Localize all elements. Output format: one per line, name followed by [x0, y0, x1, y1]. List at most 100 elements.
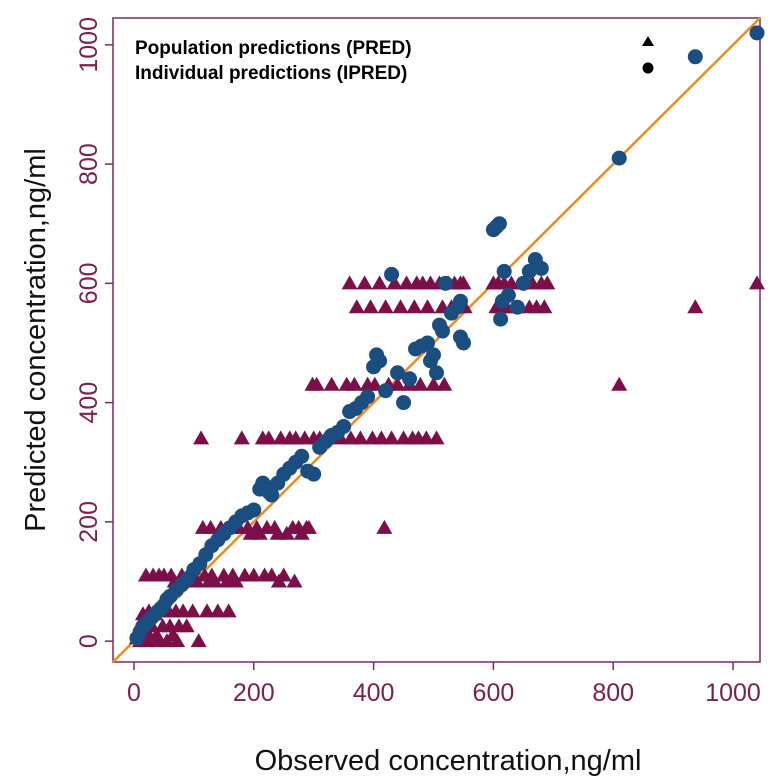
x-axis: 0 200 400 600 800 1000 [127, 662, 761, 707]
plot-area [112, 17, 761, 663]
x-tick-label: 1000 [705, 679, 761, 707]
ipred-point [384, 266, 400, 282]
pred-point [406, 299, 423, 314]
pred-point [275, 567, 292, 582]
pred-point [362, 299, 379, 314]
pred-point [308, 376, 325, 391]
pred-point [386, 275, 403, 290]
ipred-point [493, 311, 509, 327]
y-tick-label: 600 [75, 262, 103, 304]
pred-point [178, 618, 195, 633]
x-tick-label: 400 [353, 679, 395, 707]
pred-series-points [128, 275, 766, 648]
pred-point [428, 430, 445, 445]
ipred-point [402, 371, 418, 387]
pred-point [377, 299, 394, 314]
ipred-point [452, 293, 468, 309]
ipred-point [378, 383, 394, 399]
legend: Population predictions (PRED) Individual… [135, 36, 654, 84]
pred-point [398, 275, 415, 290]
pred-point [341, 275, 358, 290]
identity-line-layer [112, 17, 761, 663]
pred-point [169, 633, 186, 648]
ipred-point [264, 487, 280, 503]
pred-point [383, 430, 400, 445]
pred-point [539, 275, 556, 290]
pred-point [190, 633, 207, 648]
ipred-point [452, 329, 468, 345]
legend-label-pred: Population predictions (PRED) [135, 38, 412, 59]
ipred-point [426, 347, 442, 363]
pred-point [418, 430, 435, 445]
pred-point [366, 376, 383, 391]
y-tick-label: 0 [75, 634, 103, 648]
x-tick-label: 600 [473, 679, 515, 707]
pred-point [348, 299, 365, 314]
pred-point [193, 430, 210, 445]
x-tick-label: 0 [127, 679, 141, 707]
ipred-point [515, 275, 531, 291]
pred-point [233, 430, 250, 445]
pred-point [503, 275, 520, 290]
ipred-point [521, 263, 537, 279]
pred-point [260, 430, 277, 445]
y-tick-label: 200 [75, 501, 103, 543]
pred-point [148, 627, 165, 642]
ipred-point [509, 299, 525, 315]
pred-point [220, 603, 237, 618]
y-axis: 0 200 400 600 800 1000 [75, 17, 113, 648]
pred-point [346, 376, 363, 391]
pred-point [323, 376, 340, 391]
y-tick-label: 400 [75, 382, 103, 424]
ipred-point [360, 389, 376, 405]
pred-point [202, 519, 219, 534]
pred-point [227, 573, 244, 588]
ipred-point [437, 275, 453, 291]
pred-point [389, 376, 406, 391]
x-tick-label: 200 [233, 679, 275, 707]
ipred-point [429, 365, 444, 381]
legend-circle-icon [642, 62, 654, 74]
pred-point [356, 275, 373, 290]
ipred-point [611, 150, 627, 166]
pred-point [263, 567, 280, 582]
y-axis-title: Predicted concentration,ng/ml [20, 148, 52, 532]
plot-frame [112, 17, 761, 663]
ipred-point [390, 365, 406, 381]
ipred-point [491, 216, 507, 232]
x-tick-label: 800 [592, 679, 634, 707]
legend-label-ipred: Individual predictions (IPRED) [135, 63, 407, 84]
pred-point [419, 299, 436, 314]
pred-point [199, 603, 216, 618]
ipred-point [496, 263, 512, 279]
ipred-point [336, 418, 352, 434]
pred-point [245, 567, 262, 582]
ipred-point [294, 448, 310, 464]
identity-line [112, 17, 761, 663]
pred-point [455, 275, 472, 290]
y-tick-label: 800 [75, 143, 103, 185]
ipred-point [749, 25, 765, 41]
pred-point [184, 603, 201, 618]
pred-point [536, 299, 553, 314]
pred-point [436, 376, 453, 391]
pred-point [425, 376, 442, 391]
pred-point [373, 430, 390, 445]
ipred-point [306, 466, 322, 482]
ipred-point [246, 502, 262, 518]
pred-point [392, 299, 409, 314]
pred-point [286, 573, 303, 588]
pred-point [412, 376, 429, 391]
legend-triangle-icon [642, 36, 654, 46]
ipred-point [500, 287, 516, 303]
pred-point [611, 376, 628, 391]
ipred-point [434, 323, 450, 339]
ipred-point [533, 260, 549, 276]
pred-point [749, 275, 766, 290]
ipred-point [687, 49, 703, 65]
pred-point [206, 573, 223, 588]
pred-point [352, 430, 369, 445]
x-axis-title: Observed concentration,ng/ml [255, 745, 642, 777]
ipred-point [372, 353, 388, 369]
